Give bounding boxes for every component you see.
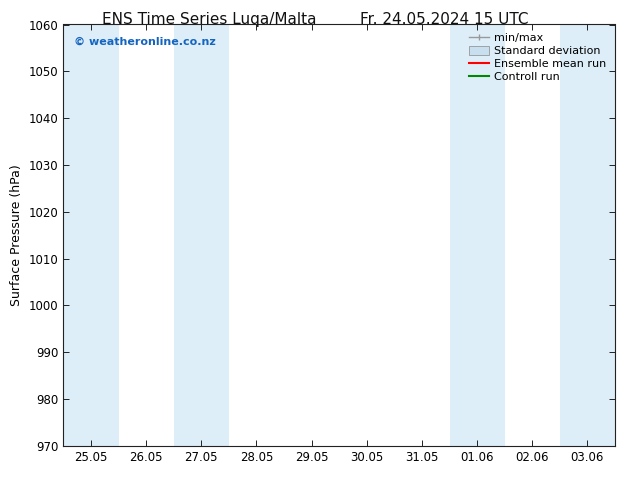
Bar bbox=[174, 24, 229, 446]
Text: © weatheronline.co.nz: © weatheronline.co.nz bbox=[74, 37, 216, 47]
Text: ENS Time Series Luqa/Malta: ENS Time Series Luqa/Malta bbox=[102, 12, 316, 27]
Legend: min/max, Standard deviation, Ensemble mean run, Controll run: min/max, Standard deviation, Ensemble me… bbox=[466, 30, 609, 85]
Text: Fr. 24.05.2024 15 UTC: Fr. 24.05.2024 15 UTC bbox=[359, 12, 528, 27]
Bar bbox=[450, 24, 505, 446]
Bar bbox=[63, 24, 119, 446]
Bar bbox=[560, 24, 615, 446]
Y-axis label: Surface Pressure (hPa): Surface Pressure (hPa) bbox=[10, 164, 23, 306]
